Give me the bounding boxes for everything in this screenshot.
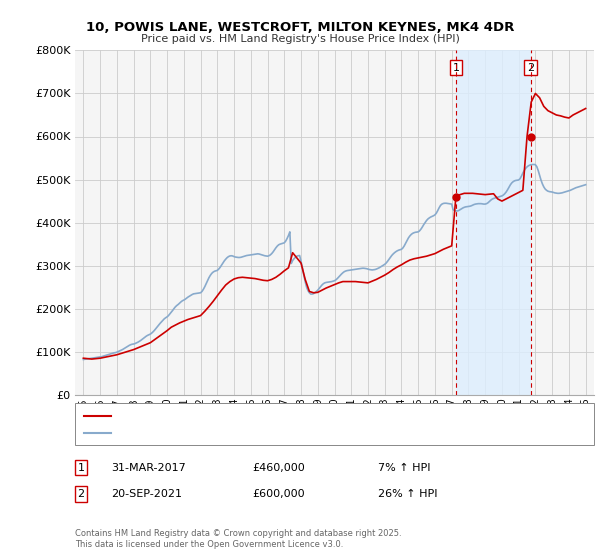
Text: 20-SEP-2021: 20-SEP-2021	[111, 489, 182, 499]
Text: Price paid vs. HM Land Registry's House Price Index (HPI): Price paid vs. HM Land Registry's House …	[140, 34, 460, 44]
Text: HPI: Average price, detached house, Milton Keynes: HPI: Average price, detached house, Milt…	[116, 428, 365, 438]
Bar	[456, 50, 531, 395]
Text: 31-MAR-2017: 31-MAR-2017	[111, 463, 186, 473]
Text: 26% ↑ HPI: 26% ↑ HPI	[378, 489, 437, 499]
Text: £600,000: £600,000	[252, 489, 305, 499]
Text: £460,000: £460,000	[252, 463, 305, 473]
Text: 1: 1	[452, 63, 460, 73]
Text: 1: 1	[77, 463, 85, 473]
Text: Contains HM Land Registry data © Crown copyright and database right 2025.
This d: Contains HM Land Registry data © Crown c…	[75, 529, 401, 549]
Text: 2: 2	[527, 63, 534, 73]
Text: 10, POWIS LANE, WESTCROFT, MILTON KEYNES, MK4 4DR (detached house): 10, POWIS LANE, WESTCROFT, MILTON KEYNES…	[116, 411, 485, 421]
Text: 7% ↑ HPI: 7% ↑ HPI	[378, 463, 431, 473]
Text: 10, POWIS LANE, WESTCROFT, MILTON KEYNES, MK4 4DR: 10, POWIS LANE, WESTCROFT, MILTON KEYNES…	[86, 21, 514, 34]
Text: 2: 2	[77, 489, 85, 499]
